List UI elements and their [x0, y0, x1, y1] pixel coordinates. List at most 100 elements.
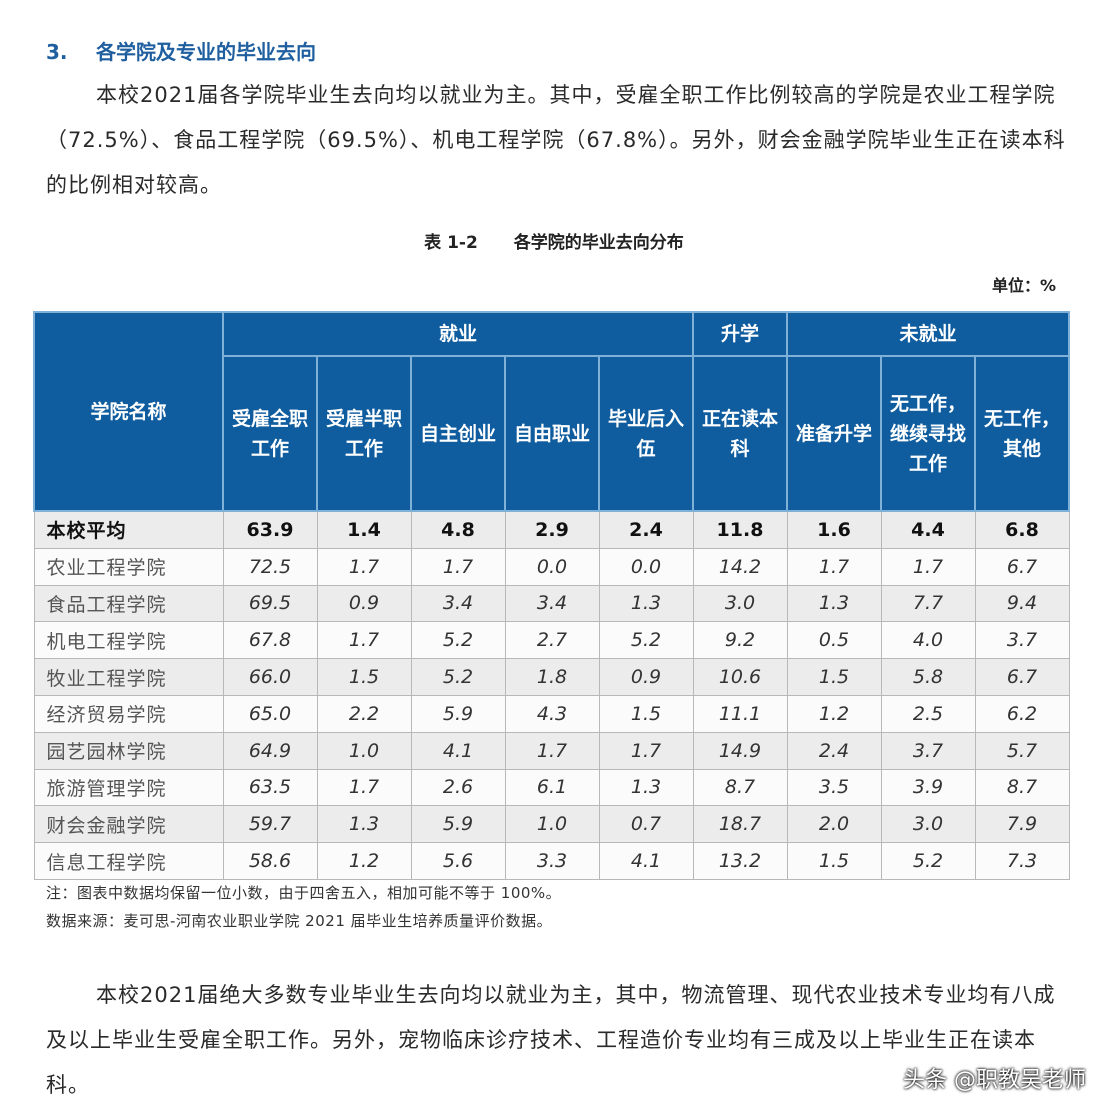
cell-value: 13.2	[692, 842, 788, 880]
table-row: 牧业工程学院 66.0 1.5 5.2 1.8 0.9 10.6 1.5 5.8 6.7	[33, 658, 1070, 696]
cell-value: 8.7	[692, 768, 788, 807]
cell-value: 69.5	[222, 584, 318, 623]
cell-value: 5.8	[880, 658, 976, 696]
cell-value: 4.1	[410, 731, 506, 770]
table-row: 机电工程学院 67.8 1.7 5.2 2.7 5.2 9.2 0.5 4.0 3.7	[33, 621, 1070, 660]
cell-value: 5.6	[410, 842, 506, 880]
section-number: 3.	[46, 40, 68, 64]
cell-value: 1.3	[316, 805, 412, 844]
cell-value: 18.7	[692, 805, 788, 844]
cell-value: 64.9	[222, 731, 318, 770]
college-name: 园艺园林学院	[33, 731, 224, 770]
cell-value: 63.5	[222, 768, 318, 807]
destination-table: 学院名称 就业 升学 未就业 受雇全职工作 受雇半职工作 自主创业 自由职业 毕业后入伍…	[33, 311, 1071, 880]
column-header: 受雇全职工作	[222, 355, 318, 512]
cell-value: 6.1	[504, 768, 600, 807]
cell-value: 3.7	[974, 621, 1070, 660]
table-row: 本校平均 63.9 1.4 4.8 2.9 2.4 11.8 1.6 4.4 6.8	[33, 510, 1070, 549]
table-row: 财会金融学院 59.7 1.3 5.9 1.0 0.7 18.7 2.0 3.0 7.9	[33, 805, 1070, 844]
table-row: 食品工程学院 69.5 0.9 3.4 3.4 1.3 3.0 1.3 7.7 9.4	[33, 584, 1070, 623]
section-title: 各学院及专业的毕业去向	[96, 40, 316, 64]
cell-value: 2.2	[316, 694, 412, 733]
college-name: 旅游管理学院	[33, 768, 224, 807]
table-caption: 表 1-2 各学院的毕业去向分布	[0, 228, 1108, 253]
cell-value: 2.4	[598, 510, 694, 549]
college-name: 农业工程学院	[33, 547, 224, 586]
group-header-unemployed: 未就业	[785, 311, 1071, 357]
cell-value: 6.8	[974, 510, 1070, 549]
cell-value: 3.0	[880, 805, 976, 844]
header-college-name: 学院名称	[33, 311, 224, 512]
column-header: 无工作，其他	[973, 355, 1071, 512]
cell-value: 6.7	[974, 547, 1070, 586]
cell-value: 1.3	[598, 584, 694, 623]
cell-value: 1.5	[786, 658, 882, 696]
cell-value: 0.7	[598, 805, 694, 844]
cell-value: 1.7	[504, 731, 600, 770]
cell-value: 0.9	[316, 584, 412, 623]
cell-value: 10.6	[692, 658, 788, 696]
table-row: 信息工程学院 58.6 1.2 5.6 3.3 4.1 13.2 1.5 5.2 7.3	[33, 842, 1070, 880]
cell-value: 1.6	[786, 510, 882, 549]
cell-value: 1.7	[316, 768, 412, 807]
cell-value: 1.2	[316, 842, 412, 880]
cell-value: 2.6	[410, 768, 506, 807]
column-header: 自由职业	[504, 355, 600, 512]
cell-value: 3.0	[692, 584, 788, 623]
closing-paragraph: 本校2021届绝大多数专业毕业生去向均以就业为主，其中，物流管理、现代农业技术专…	[46, 983, 1056, 1097]
cell-value: 1.7	[316, 621, 412, 660]
cell-value: 4.3	[504, 694, 600, 733]
cell-value: 9.2	[692, 621, 788, 660]
cell-value: 5.2	[598, 621, 694, 660]
college-name: 牧业工程学院	[33, 658, 224, 696]
cell-value: 2.7	[504, 621, 600, 660]
cell-value: 4.0	[880, 621, 976, 660]
cell-value: 3.4	[410, 584, 506, 623]
section-heading: 3. 各学院及专业的毕业去向	[46, 36, 316, 65]
cell-value: 3.4	[504, 584, 600, 623]
cell-value: 3.9	[880, 768, 976, 807]
cell-value: 5.7	[974, 731, 1070, 770]
cell-value: 5.9	[410, 694, 506, 733]
group-header-further-study: 升学	[692, 311, 788, 357]
cell-value: 0.0	[504, 547, 600, 586]
cell-value: 1.3	[598, 768, 694, 807]
column-header: 受雇半职工作	[316, 355, 412, 512]
column-header: 准备升学	[786, 355, 882, 512]
cell-value: 1.0	[316, 731, 412, 770]
unit-label: 单位：%	[991, 276, 1056, 295]
cell-value: 1.7	[598, 731, 694, 770]
cell-value: 0.0	[598, 547, 694, 586]
cell-value: 4.1	[598, 842, 694, 880]
cell-value: 3.5	[786, 768, 882, 807]
cell-value: 3.7	[880, 731, 976, 770]
cell-value: 0.5	[786, 621, 882, 660]
college-name: 本校平均	[33, 510, 224, 549]
group-header-employed: 就业	[222, 311, 694, 357]
cell-value: 1.8	[504, 658, 600, 696]
cell-value: 67.8	[222, 621, 318, 660]
college-name: 财会金融学院	[33, 805, 224, 844]
cell-value: 1.7	[786, 547, 882, 586]
table-row: 旅游管理学院 63.5 1.7 2.6 6.1 1.3 8.7 3.5 3.9 8.7	[33, 768, 1070, 807]
table-note: 注：图表中数据均保留一位小数，由于四舍五入，相加可能不等于 100%。	[46, 884, 562, 902]
cell-value: 1.5	[786, 842, 882, 880]
college-name: 信息工程学院	[33, 842, 224, 880]
cell-value: 8.7	[974, 768, 1070, 807]
cell-value: 2.0	[786, 805, 882, 844]
column-header: 无工作，继续寻找工作	[880, 355, 976, 512]
cell-value: 0.9	[598, 658, 694, 696]
table-row: 农业工程学院 72.5 1.7 1.7 0.0 0.0 14.2 1.7 1.7 6.7	[33, 547, 1070, 586]
cell-value: 1.3	[786, 584, 882, 623]
cell-value: 63.9	[222, 510, 318, 549]
caption-number: 表 1-2	[424, 233, 478, 253]
cell-value: 3.3	[504, 842, 600, 880]
cell-value: 7.7	[880, 584, 976, 623]
cell-value: 1.0	[504, 805, 600, 844]
table-row: 园艺园林学院 64.9 1.0 4.1 1.7 1.7 14.9 2.4 3.7 5.7	[33, 731, 1070, 770]
cell-value: 1.4	[316, 510, 412, 549]
college-name: 经济贸易学院	[33, 694, 224, 733]
cell-value: 6.2	[974, 694, 1070, 733]
cell-value: 4.4	[880, 510, 976, 549]
intro-paragraph: 本校2021届各学院毕业生去向均以就业为主。其中，受雇全职工作比例较高的学院是农…	[46, 83, 1066, 197]
